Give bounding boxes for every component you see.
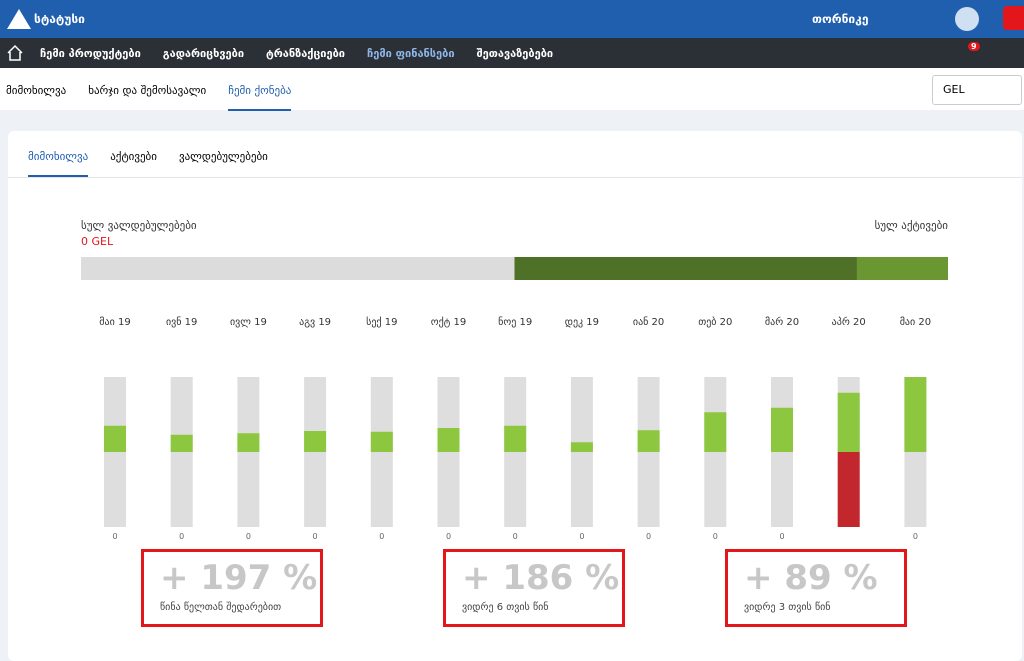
avatar[interactable] <box>955 7 979 31</box>
summary-label: წინა წელთან შედარებით <box>160 602 282 613</box>
bar-bottom-label: 0 <box>112 532 117 541</box>
summary-box: + 197 % წინა წელთან შედარებით <box>141 549 323 627</box>
bar-bottom-label: 0 <box>713 532 718 541</box>
bar <box>170 434 193 452</box>
bar <box>837 452 860 527</box>
logo-text: სტატუსი <box>34 12 85 26</box>
nav-item[interactable]: ტრანზაქციები <box>266 47 345 60</box>
chart: მაი 19 0 ივნ 19 0 ივლ 19 0 აგვ 19 0 სექ 19 0 ოქტ 1… <box>81 257 948 541</box>
card-tabs: მიმოხილვა აქტივები ვალდებულებები <box>28 150 290 177</box>
bar <box>504 425 527 452</box>
bar <box>237 433 260 452</box>
sub-tabs: მიმოხილვა ხარჯი და შემოსავალი ჩემი ქონება <box>6 84 313 111</box>
card-tab[interactable]: აქტივები <box>110 150 157 163</box>
bar <box>437 428 460 452</box>
month-label: აპრ 20 <box>832 316 866 328</box>
currency-select[interactable]: GEL <box>932 75 1022 105</box>
logo-icon <box>7 9 31 29</box>
bar-bottom-label: 0 <box>646 532 651 541</box>
bar-bottom-label: 0 <box>513 532 518 541</box>
sub-tab[interactable]: ხარჯი და შემოსავალი <box>88 84 207 97</box>
currency: GEL <box>943 83 965 96</box>
bar-bottom-label: 0 <box>913 532 918 541</box>
month-label: სექ 19 <box>366 316 397 328</box>
nav-item[interactable]: ჩემი ფინანსები <box>367 47 455 60</box>
month-label: მაი 19 <box>99 316 130 328</box>
month-label: მაი 20 <box>900 316 931 328</box>
main-nav: ჩემი პროდუქტები გადარიცხვები ტრანზაქციები ჩ… <box>0 38 1024 68</box>
home-icon[interactable] <box>6 44 24 62</box>
summary-box: + 186 % ვიდრე 6 თვის წინ <box>443 549 625 627</box>
sub-tab[interactable]: ჩემი ქონება <box>228 84 292 111</box>
balance-segment <box>856 257 948 280</box>
card: მიმოხილვა აქტივები ვალდებულებები სულ ვალდე… <box>8 131 1022 661</box>
nav-item[interactable]: ჩემი პროდუქტები <box>40 47 141 60</box>
bar-bottom-label: 0 <box>779 532 784 541</box>
user-name[interactable]: თორნიკე <box>812 12 869 26</box>
card-tab[interactable]: მიმოხილვა <box>28 150 89 177</box>
bar <box>370 431 393 452</box>
top-bar: სტატუსი თორნიკე <box>0 0 1024 38</box>
month-label: ნოე 19 <box>498 316 532 328</box>
bar-bottom-label: 0 <box>379 532 384 541</box>
summary-value: + 197 % <box>160 558 318 598</box>
bar <box>837 392 860 452</box>
bar-bottom-label: 0 <box>179 532 184 541</box>
bar <box>904 377 927 452</box>
month-label: ივლ 19 <box>230 317 267 328</box>
month-label: თებ 20 <box>698 316 732 328</box>
month-label: დეკ 19 <box>565 317 599 328</box>
bar-bottom-label: 0 <box>246 532 251 541</box>
card-tab[interactable]: ვალდებულებები <box>178 150 268 163</box>
nav-items: ჩემი პროდუქტები გადარიცხვები ტრანზაქციები ჩ… <box>40 47 575 60</box>
bar-bottom-label: 0 <box>446 532 451 541</box>
logout[interactable] <box>1003 6 1024 30</box>
summary-value: + 186 % <box>462 558 620 598</box>
month-label: ივნ 19 <box>166 316 197 328</box>
badge: 9 <box>968 42 980 51</box>
month-label: იან 20 <box>633 316 664 328</box>
summary-label: ვიდრე 6 თვის წინ <box>462 602 549 613</box>
bar <box>637 430 660 452</box>
liabilities-value: 0 GEL <box>81 235 114 248</box>
balance-segment <box>514 257 857 280</box>
bar <box>771 407 793 452</box>
month-label: აგვ 19 <box>299 317 331 328</box>
bar <box>704 412 727 452</box>
nav-item[interactable]: გადარიცხვები <box>162 47 245 60</box>
bar <box>104 425 126 452</box>
summary-box: + 89 % ვიდრე 3 თვის წინ <box>725 549 907 627</box>
divider <box>8 177 1022 178</box>
balance-segment <box>81 257 515 280</box>
liabilities-label: სულ ვალდებულებები <box>81 219 197 232</box>
bar <box>304 431 327 452</box>
month-label: ოქტ 19 <box>431 316 466 328</box>
assets-label: სულ აქტივები <box>874 219 948 232</box>
bar-bottom-label: 0 <box>313 532 318 541</box>
sub-tab[interactable]: მიმოხილვა <box>6 84 67 97</box>
bar <box>570 442 593 452</box>
month-label: მარ 20 <box>765 316 799 328</box>
nav-item[interactable]: შეთავაზებები <box>476 47 554 60</box>
bar-bottom-label: 0 <box>579 532 584 541</box>
summary-value: + 89 % <box>744 558 878 598</box>
summary-label: ვიდრე 3 თვის წინ <box>744 602 831 613</box>
sub-nav: მიმოხილვა ხარჯი და შემოსავალი ჩემი ქონება … <box>0 68 1024 111</box>
